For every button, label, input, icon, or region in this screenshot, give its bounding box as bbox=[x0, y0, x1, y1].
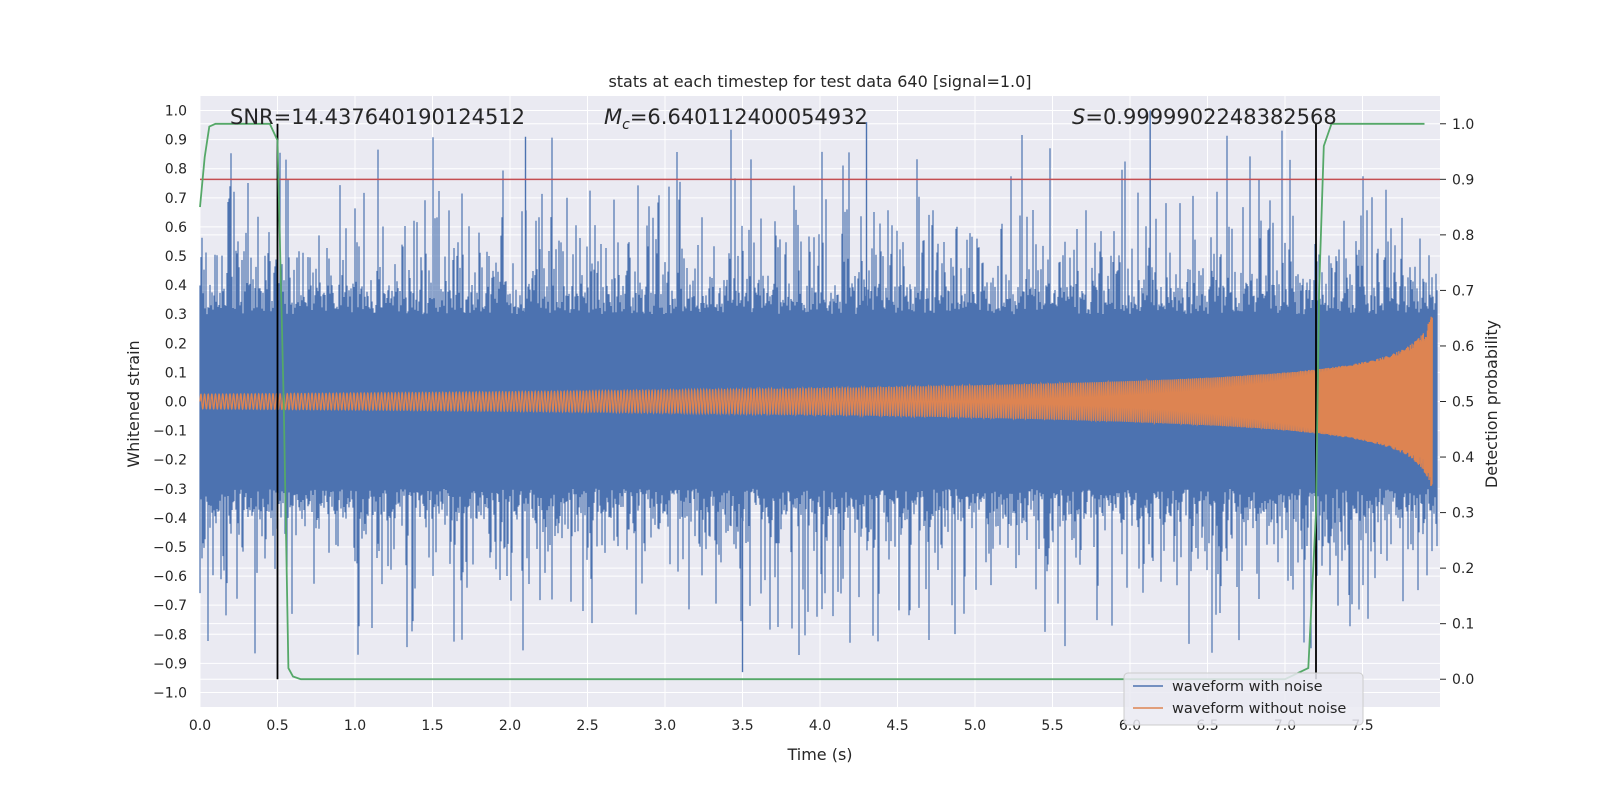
x-tick-label: 5.0 bbox=[964, 718, 986, 734]
score-annotation: S=0.9999902248382568 bbox=[1072, 105, 1337, 129]
y-tick-label: 0.1 bbox=[165, 365, 187, 381]
y-tick-label: 0.9 bbox=[165, 133, 187, 149]
y-axis-label: Whitened strain bbox=[124, 340, 143, 467]
chirp-mass-annotation: Mc=6.640112400054932 bbox=[604, 105, 868, 133]
legend-label-noise: waveform with noise bbox=[1172, 679, 1323, 695]
y-tick-label: −0.9 bbox=[153, 656, 187, 672]
y-tick-label: 0.3 bbox=[165, 307, 187, 323]
x-tick-label: 3.0 bbox=[654, 718, 676, 734]
x-tick-label: 4.0 bbox=[809, 718, 831, 734]
y2-tick-label: 0.2 bbox=[1452, 561, 1474, 577]
y-tick-label: −0.4 bbox=[153, 511, 187, 527]
y-tick-label: −0.6 bbox=[153, 569, 187, 585]
y2-tick-label: 0.8 bbox=[1452, 228, 1474, 244]
y-tick-label: 0.4 bbox=[165, 278, 187, 294]
chirp-mass-value: =6.640112400054932 bbox=[630, 105, 868, 129]
legend: waveform with noise waveform without noi… bbox=[1123, 672, 1364, 726]
y2-tick-label: 0.1 bbox=[1452, 617, 1474, 633]
x-tick-label: 1.0 bbox=[344, 718, 366, 734]
y2-axis-label: Detection probability bbox=[1482, 320, 1501, 488]
y2-tick-label: 1.0 bbox=[1452, 117, 1474, 133]
x-tick-label: 0.0 bbox=[189, 718, 211, 734]
chirp-mass-symbol: M bbox=[604, 105, 622, 129]
y-tick-label: 0.6 bbox=[165, 220, 187, 236]
y-tick-label: −0.5 bbox=[153, 540, 187, 556]
y-tick-label: −0.1 bbox=[153, 424, 187, 440]
y-tick-label: −0.2 bbox=[153, 453, 187, 469]
chirp-mass-subscript: c bbox=[622, 117, 630, 133]
y-tick-label: −1.0 bbox=[153, 685, 187, 701]
y2-tick-label: 0.5 bbox=[1452, 395, 1474, 411]
x-tick-label: 3.5 bbox=[731, 718, 753, 734]
y2-tick-label: 0.0 bbox=[1452, 672, 1474, 688]
overlay bbox=[199, 122, 1440, 681]
y-tick-label: −0.7 bbox=[153, 598, 187, 614]
y-tick-label: 0.2 bbox=[165, 336, 187, 352]
y2-tick-label: 0.7 bbox=[1452, 283, 1474, 299]
y-tick-label: −0.8 bbox=[153, 627, 187, 643]
y-tick-label: 0.7 bbox=[165, 191, 187, 207]
x-tick-label: 5.5 bbox=[1041, 718, 1063, 734]
legend-box bbox=[1123, 672, 1364, 726]
snr-annotation: SNR=14.437640190124512 bbox=[230, 105, 525, 129]
x-tick-label: 1.5 bbox=[421, 718, 443, 734]
y-tick-label: 0.0 bbox=[165, 395, 187, 411]
x-tick-label: 2.0 bbox=[499, 718, 521, 734]
detection-probability-line bbox=[199, 122, 1425, 681]
score-value: =0.9999902248382568 bbox=[1085, 105, 1336, 129]
clean-waveform-line bbox=[199, 316, 1433, 487]
x-axis-label: Time (s) bbox=[786, 745, 852, 764]
y-tick-label: 0.8 bbox=[165, 162, 187, 178]
y-tick-label: 1.0 bbox=[165, 104, 187, 120]
x-tick-label: 0.5 bbox=[266, 718, 288, 734]
y2-tick-label: 0.6 bbox=[1452, 339, 1474, 355]
legend-label-clean: waveform without noise bbox=[1172, 701, 1346, 717]
x-tick-label: 2.5 bbox=[576, 718, 598, 734]
y2-tick-label: 0.3 bbox=[1452, 506, 1474, 522]
series-waveform-without-noise bbox=[199, 316, 1433, 487]
y-tick-label: −0.3 bbox=[153, 482, 187, 498]
chart-title: stats at each timestep for test data 640… bbox=[608, 72, 1031, 91]
y2-tick-label: 0.9 bbox=[1452, 172, 1474, 188]
score-symbol: S bbox=[1072, 105, 1085, 129]
y-tick-label: 0.5 bbox=[165, 249, 187, 265]
x-tick-label: 4.5 bbox=[886, 718, 908, 734]
y2-tick-label: 0.4 bbox=[1452, 450, 1474, 466]
